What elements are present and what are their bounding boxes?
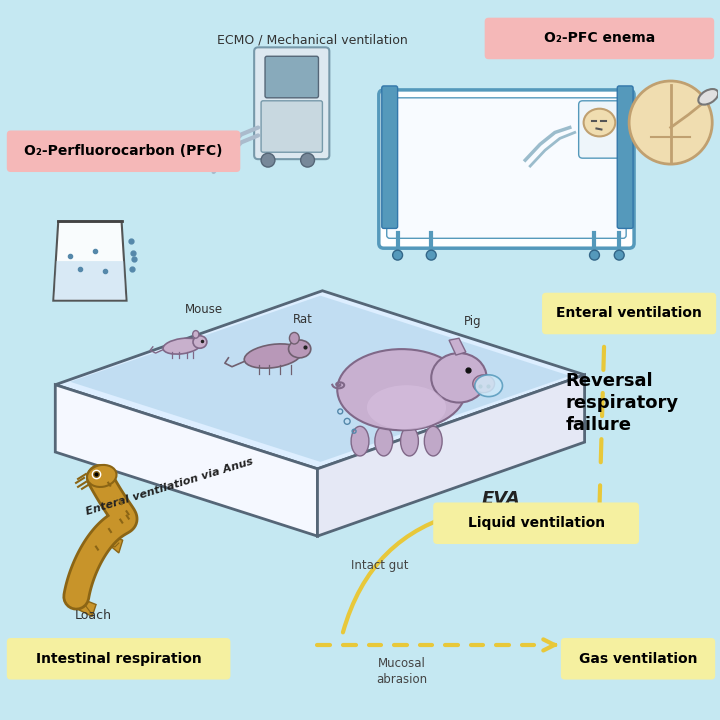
Text: Rat: Rat [293, 313, 312, 326]
Ellipse shape [400, 426, 418, 456]
Ellipse shape [193, 336, 207, 348]
Ellipse shape [337, 349, 466, 431]
Ellipse shape [163, 338, 201, 354]
Polygon shape [70, 296, 570, 462]
Ellipse shape [289, 340, 311, 358]
FancyBboxPatch shape [579, 101, 626, 158]
FancyBboxPatch shape [261, 101, 323, 152]
Ellipse shape [473, 375, 495, 392]
Polygon shape [318, 375, 585, 536]
Polygon shape [107, 518, 125, 536]
Polygon shape [55, 384, 318, 536]
Ellipse shape [367, 385, 446, 430]
Ellipse shape [375, 426, 392, 456]
FancyBboxPatch shape [6, 638, 230, 680]
Circle shape [614, 250, 624, 260]
Ellipse shape [193, 330, 199, 338]
FancyBboxPatch shape [617, 86, 633, 228]
FancyBboxPatch shape [265, 56, 318, 98]
Text: Enteral ventilation: Enteral ventilation [556, 307, 702, 320]
Polygon shape [105, 535, 123, 553]
Circle shape [629, 81, 712, 164]
Polygon shape [55, 291, 585, 469]
Circle shape [261, 153, 275, 167]
FancyBboxPatch shape [382, 86, 397, 228]
FancyBboxPatch shape [561, 638, 715, 680]
Text: O₂-Perfluorocarbon (PFC): O₂-Perfluorocarbon (PFC) [24, 144, 222, 158]
FancyBboxPatch shape [387, 98, 626, 238]
FancyBboxPatch shape [6, 130, 240, 172]
Text: Mucosal
abrasion: Mucosal abrasion [376, 657, 427, 686]
Ellipse shape [698, 89, 719, 104]
Text: O₂-PFC enema: O₂-PFC enema [544, 32, 655, 45]
Polygon shape [53, 222, 127, 301]
Polygon shape [449, 338, 466, 355]
Text: Pig: Pig [464, 315, 482, 328]
Text: Enteral ventilation via Anus: Enteral ventilation via Anus [84, 456, 254, 517]
Ellipse shape [289, 333, 300, 344]
Text: Mouse: Mouse [184, 303, 222, 317]
Ellipse shape [431, 353, 487, 402]
FancyBboxPatch shape [433, 503, 639, 544]
Ellipse shape [244, 344, 302, 368]
Text: Intestinal respiration: Intestinal respiration [36, 652, 202, 666]
Circle shape [590, 250, 600, 260]
Ellipse shape [584, 109, 616, 136]
Polygon shape [76, 597, 96, 616]
Text: Gas ventilation: Gas ventilation [579, 652, 697, 666]
Polygon shape [54, 261, 125, 300]
Text: Reversal
respiratory
failure: Reversal respiratory failure [566, 372, 679, 434]
Text: Loach: Loach [75, 609, 112, 622]
FancyBboxPatch shape [254, 48, 329, 159]
Ellipse shape [351, 426, 369, 456]
Circle shape [426, 250, 436, 260]
Ellipse shape [87, 465, 117, 487]
FancyBboxPatch shape [542, 293, 716, 334]
FancyBboxPatch shape [485, 18, 714, 59]
Text: Liquid ventilation: Liquid ventilation [467, 516, 605, 530]
Circle shape [301, 153, 315, 167]
Text: Intact gut: Intact gut [351, 559, 408, 572]
Text: EVA: EVA [481, 490, 520, 508]
Text: ECMO / Mechanical ventilation: ECMO / Mechanical ventilation [217, 34, 408, 47]
FancyBboxPatch shape [379, 90, 634, 248]
Ellipse shape [474, 375, 503, 397]
Circle shape [392, 250, 402, 260]
Ellipse shape [424, 426, 442, 456]
